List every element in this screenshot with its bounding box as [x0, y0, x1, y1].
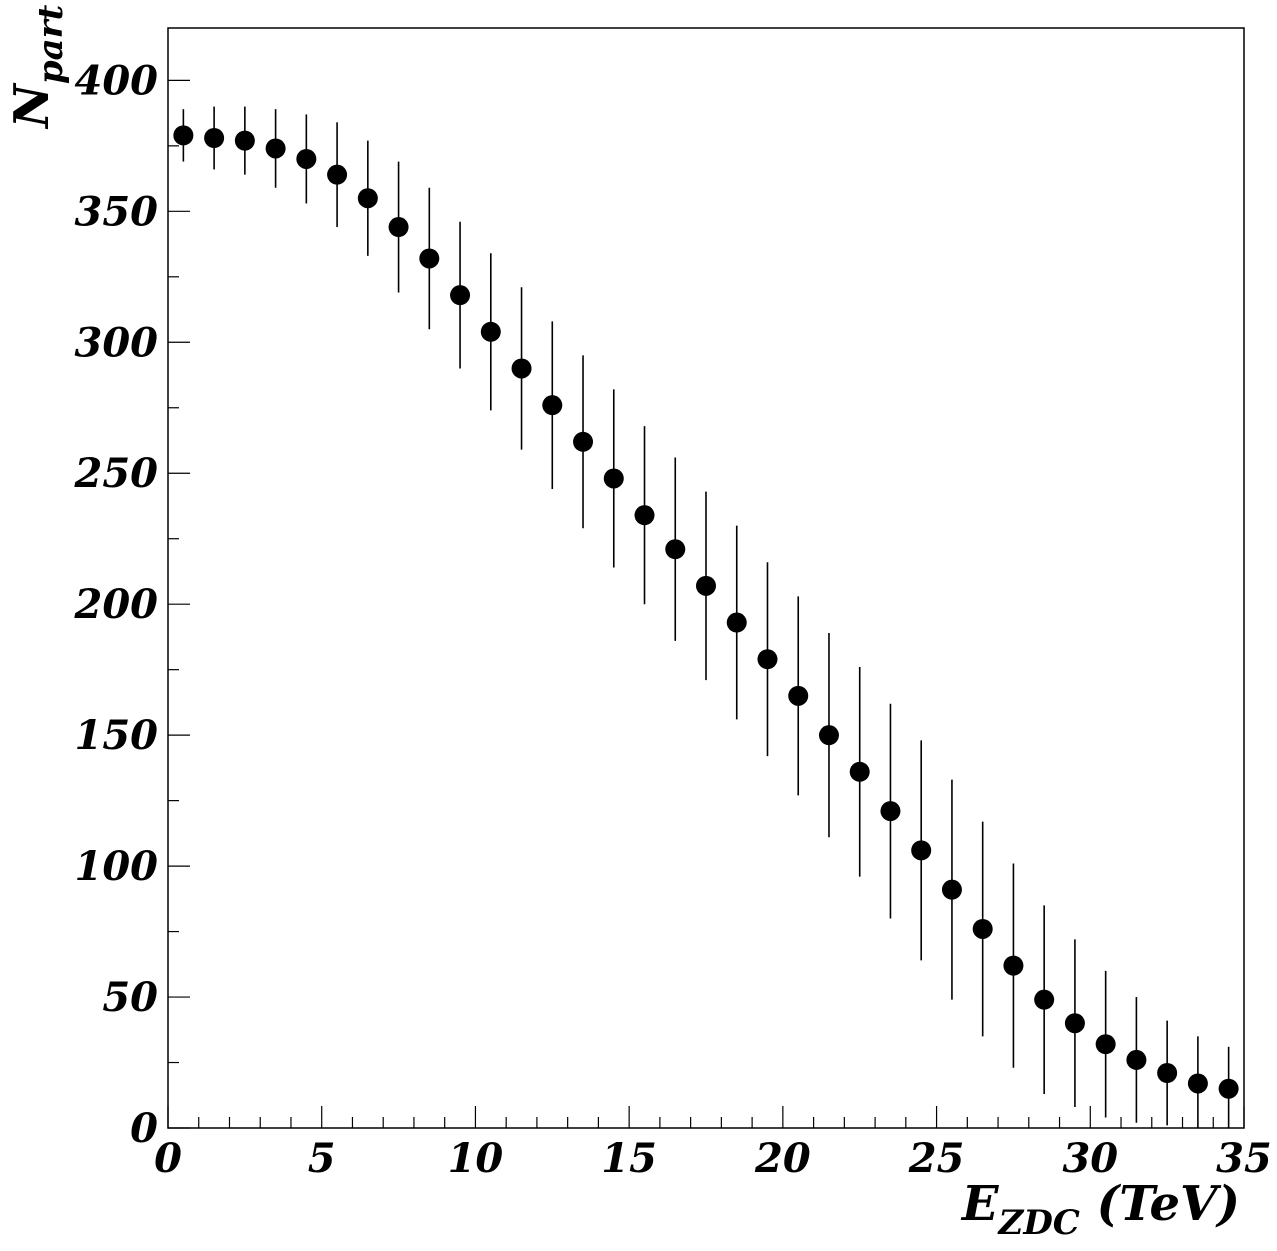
- y-tick-label: 350: [75, 188, 159, 235]
- x-tick-label: 25: [908, 1135, 965, 1182]
- y-tick-label: 150: [75, 712, 159, 759]
- data-point: [1095, 1034, 1116, 1055]
- y-tick-label: 300: [75, 319, 159, 366]
- y-tick-label: 400: [75, 57, 159, 104]
- x-tick-label: 35: [1216, 1135, 1272, 1182]
- x-axis-title-sub: ZDC: [997, 1203, 1080, 1243]
- x-axis-title-unit: (TeV): [1080, 1176, 1240, 1232]
- data-points: [173, 125, 1239, 1099]
- y-tick-label: 200: [74, 581, 159, 628]
- y-axis-title-sub: part: [31, 4, 71, 84]
- data-point: [419, 248, 440, 269]
- data-point: [1218, 1078, 1239, 1099]
- data-point: [972, 918, 993, 939]
- x-tick-label: 20: [754, 1135, 811, 1182]
- data-point: [1064, 1013, 1085, 1034]
- data-point: [1003, 955, 1024, 976]
- y-tick-label: 50: [102, 974, 158, 1021]
- data-point: [911, 840, 932, 861]
- data-point: [880, 801, 901, 822]
- y-tick-label: 100: [75, 843, 159, 890]
- y-tick-label: 250: [74, 450, 159, 497]
- data-point: [941, 879, 962, 900]
- x-tick-label: 15: [601, 1135, 657, 1182]
- data-point: [1126, 1049, 1147, 1070]
- x-axis-title-main: E: [960, 1176, 1000, 1232]
- data-point: [696, 575, 716, 596]
- x-tick-label: 5: [308, 1135, 336, 1182]
- data-point: [357, 188, 378, 209]
- data-point: [665, 539, 686, 560]
- data-point: [634, 505, 655, 526]
- data-point: [234, 130, 255, 151]
- data-point: [603, 468, 624, 489]
- x-tick-label: 0: [154, 1135, 182, 1182]
- data-point: [1157, 1063, 1178, 1083]
- x-tick-label: 10: [448, 1135, 504, 1182]
- data-point: [818, 725, 839, 746]
- data-point: [573, 431, 594, 452]
- data-point: [757, 649, 778, 670]
- data-point: [173, 125, 194, 146]
- data-point: [788, 685, 809, 706]
- data-point: [388, 217, 409, 238]
- axis-ticks: [167, 79, 1245, 1129]
- plot-frame: [167, 27, 1245, 1129]
- error-bars: [182, 106, 1230, 1128]
- data-point: [265, 138, 286, 159]
- y-axis-title-main: N: [4, 82, 60, 130]
- data-point: [1034, 989, 1055, 1010]
- data-point: [542, 395, 563, 416]
- data-point: [204, 128, 225, 148]
- y-axis-title: Npart: [4, 4, 71, 130]
- data-point: [450, 285, 471, 306]
- data-point: [1187, 1073, 1208, 1094]
- data-point: [511, 358, 532, 379]
- y-tick-label: 0: [130, 1105, 158, 1152]
- data-point: [849, 761, 870, 782]
- data-point: [480, 321, 501, 342]
- x-tick-label: 30: [1062, 1135, 1118, 1182]
- data-point: [327, 164, 348, 185]
- x-axis-title: EZDC (TeV): [960, 1176, 1240, 1243]
- data-point: [296, 148, 317, 169]
- data-point: [726, 612, 747, 633]
